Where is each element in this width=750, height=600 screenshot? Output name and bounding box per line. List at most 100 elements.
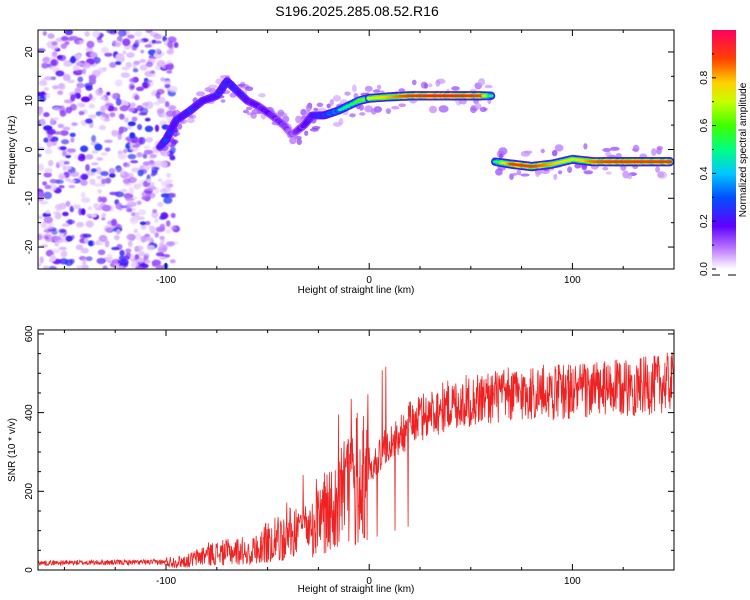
noise-cell [43, 112, 50, 118]
track-halo-cell [208, 84, 218, 89]
noise-cell [61, 223, 71, 227]
track-halo-cell [435, 79, 441, 87]
noise-cell [94, 143, 103, 151]
noise-cell [166, 110, 174, 117]
noise-cell [75, 221, 84, 228]
noise-cell [165, 179, 174, 184]
track-halo-cell [277, 109, 284, 113]
track-halo-cell [370, 108, 377, 115]
noise-cell [80, 145, 89, 153]
noise-cell [132, 144, 140, 148]
track-halo-cell [372, 89, 381, 93]
noise-cell [101, 213, 107, 218]
noise-cell [52, 106, 62, 112]
noise-cell [106, 91, 111, 96]
noise-cell [58, 229, 66, 233]
track-halo-cell [438, 105, 449, 113]
noise-cell [143, 145, 150, 149]
noise-cell [156, 60, 166, 68]
noise-cell [104, 240, 110, 248]
noise-cell [88, 93, 93, 100]
noise-cell [78, 208, 83, 216]
noise-cell [166, 49, 175, 55]
noise-cell [163, 80, 172, 85]
noise-cell [43, 137, 49, 143]
noise-cell [94, 57, 101, 64]
track-halo-cell [309, 127, 319, 132]
noise-cell [76, 265, 86, 269]
noise-cell [60, 43, 67, 49]
noise-cell [63, 99, 74, 104]
track-halo-cell [313, 107, 319, 112]
track-halo-cell [245, 106, 253, 111]
noise-cell [69, 205, 75, 213]
noise-cell [69, 57, 77, 64]
track-halo-cell [332, 95, 342, 102]
noise-cell [101, 196, 107, 203]
noise-cell [149, 160, 155, 165]
noise-cell [61, 36, 69, 41]
noise-cell [121, 66, 130, 71]
noise-cell [141, 81, 150, 89]
noise-cell [154, 232, 160, 238]
noise-cell [125, 248, 132, 253]
noise-cell [38, 153, 42, 158]
track-halo-cell [583, 170, 594, 175]
noise-cell [97, 249, 106, 256]
noise-cell [146, 73, 156, 77]
noise-cell [103, 118, 111, 122]
noise-cell [67, 219, 73, 225]
noise-cell [159, 242, 165, 249]
track-halo-cell [250, 112, 257, 119]
noise-cell [91, 135, 97, 143]
noise-cell [138, 209, 147, 216]
noise-cell [150, 173, 156, 177]
noise-cell [149, 153, 157, 158]
noise-cell [117, 132, 122, 141]
noise-cell [154, 48, 162, 54]
noise-cell [80, 247, 89, 254]
track-halo-cell [631, 148, 639, 152]
noise-cell [119, 259, 129, 266]
noise-cell [145, 61, 154, 68]
noise-cell [86, 40, 95, 49]
noise-cell [88, 103, 95, 109]
noise-cell [63, 161, 70, 165]
noise-cell [119, 113, 125, 120]
track-halo-cell [451, 86, 460, 91]
noise-cell [169, 259, 176, 264]
noise-cell [149, 226, 157, 234]
noise-cell [165, 64, 173, 69]
noise-cell [128, 107, 135, 113]
noise-cell [109, 191, 119, 196]
noise-cell [75, 53, 82, 59]
noise-cell [132, 196, 138, 200]
noise-cell [80, 179, 88, 186]
noise-cell [59, 146, 67, 151]
noise-cell [43, 172, 52, 178]
noise-cell [136, 152, 143, 158]
noise-cell [54, 131, 62, 135]
noise-cell [96, 257, 106, 265]
noise-cell [82, 174, 89, 180]
noise-cell [56, 55, 63, 60]
track-halo-cell [364, 85, 373, 92]
noise-cell [134, 31, 143, 37]
noise-cell [167, 40, 174, 48]
noise-cell [169, 156, 176, 161]
noise-cell [140, 224, 147, 231]
noise-cell [130, 212, 136, 217]
noise-cell [43, 191, 52, 200]
track-halo-cell [554, 144, 564, 152]
noise-cell [127, 153, 137, 160]
noise-cell [38, 234, 43, 241]
noise-cell [71, 122, 78, 126]
noise-cell [91, 149, 99, 154]
noise-cell [117, 152, 127, 160]
noise-cell [80, 96, 91, 103]
y-tick-label: 0 [24, 567, 35, 573]
noise-cell [43, 125, 53, 131]
noise-cell [43, 93, 51, 99]
noise-cell [166, 173, 172, 178]
